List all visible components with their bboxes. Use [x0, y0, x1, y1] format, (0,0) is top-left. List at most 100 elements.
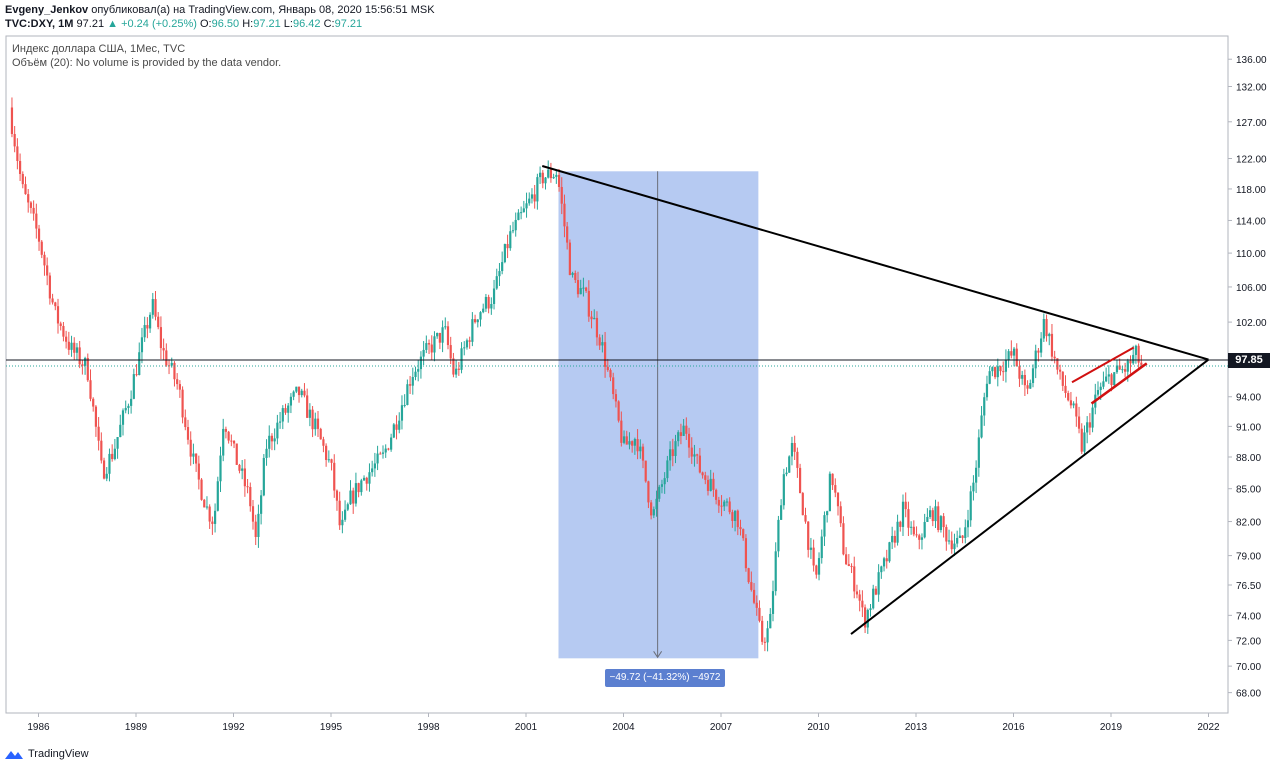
- candle-body: [387, 448, 390, 450]
- candle-body: [48, 275, 51, 299]
- candle-body: [311, 409, 314, 430]
- y-axis: 136.00 132.00 127.00 122.00 118.00 114.00 110.…: [1228, 55, 1267, 700]
- candle-body: [1099, 386, 1102, 391]
- candle-body: [113, 448, 116, 460]
- candle-body: [866, 609, 869, 628]
- candle-body: [40, 241, 43, 255]
- candle-body: [417, 369, 420, 372]
- candle-body: [622, 436, 626, 443]
- candle-body: [820, 536, 823, 559]
- candle-body: [983, 397, 986, 416]
- candle-body: [717, 499, 720, 506]
- candle-body: [1096, 390, 1100, 395]
- candle-body: [97, 426, 100, 441]
- candle-body: [208, 506, 211, 522]
- candle-body: [102, 460, 106, 479]
- candle-body: [893, 535, 896, 543]
- candle-body: [18, 160, 22, 175]
- measure-tool[interactable]: [558, 171, 759, 659]
- candle-body: [817, 558, 821, 575]
- candle-body: [346, 504, 349, 510]
- brand-name: TradingView: [28, 748, 89, 760]
- author-name[interactable]: Evgeny_Jenkov: [5, 4, 89, 16]
- candle-body: [720, 505, 723, 507]
- candle-body: [956, 537, 959, 544]
- candle-body: [306, 395, 309, 418]
- candle-body: [362, 477, 366, 481]
- candle-body: [826, 511, 829, 516]
- candle-body: [939, 516, 943, 531]
- y-tick-label: 68.00: [1236, 689, 1261, 700]
- candle-body: [205, 506, 209, 508]
- candle-body: [907, 509, 910, 528]
- candle-body: [874, 588, 878, 595]
- candle-body: [121, 410, 125, 425]
- candle-body: [809, 547, 813, 550]
- candle-body: [880, 566, 883, 573]
- candle-body: [319, 428, 322, 440]
- candle-body: [419, 356, 423, 370]
- candle-body: [1072, 403, 1075, 406]
- candle-body: [563, 203, 566, 227]
- candle-body: [687, 433, 691, 448]
- candle-body: [170, 362, 173, 366]
- candle-body: [333, 462, 336, 491]
- candle-body: [566, 226, 569, 243]
- candle-body: [157, 316, 160, 328]
- candle-body: [1045, 318, 1048, 337]
- candle-body: [59, 323, 62, 326]
- candle-body: [371, 468, 374, 473]
- candle-body: [647, 481, 650, 503]
- candle-body: [633, 439, 636, 446]
- candle-body: [365, 477, 368, 484]
- measure-arrow-icon: [653, 651, 663, 659]
- drawings[interactable]: [6, 165, 1228, 635]
- candle-body: [1121, 369, 1124, 371]
- candle-body: [620, 420, 623, 443]
- candle-body: [479, 312, 482, 320]
- candle-body: [872, 588, 875, 609]
- candle-body: [338, 500, 341, 526]
- candle-body: [449, 345, 452, 359]
- candle-body: [928, 510, 932, 517]
- footer-brand[interactable]: TradingView: [4, 748, 89, 760]
- candle-body: [1115, 365, 1119, 373]
- candle-body: [891, 535, 894, 543]
- candle-body: [1105, 376, 1108, 382]
- candle-body: [980, 415, 983, 438]
- y-tick-label: 127.00: [1236, 118, 1267, 129]
- candle-body: [612, 377, 615, 395]
- candle-body: [1018, 366, 1021, 379]
- candle-body: [985, 383, 989, 398]
- candle-body: [666, 460, 669, 479]
- candle-body: [595, 317, 599, 338]
- candle-body: [742, 529, 745, 539]
- candle-body: [557, 174, 561, 187]
- candle-body: [769, 613, 772, 629]
- candle-body: [1132, 354, 1135, 364]
- candle-body: [292, 391, 295, 397]
- candle-body: [533, 194, 536, 202]
- candle-body: [1048, 333, 1051, 337]
- candle-body: [658, 486, 661, 499]
- candle-body: [230, 440, 233, 442]
- candle-body: [1126, 360, 1129, 372]
- candle-body: [682, 425, 685, 436]
- candle-body: [696, 454, 699, 456]
- candle-body: [544, 177, 547, 184]
- candle-body: [1029, 383, 1032, 389]
- candle-body: [341, 519, 344, 526]
- candle-body: [636, 439, 639, 452]
- candle-body: [395, 424, 398, 430]
- candle-body: [1080, 428, 1083, 452]
- candle-body: [151, 299, 154, 315]
- candle-body: [593, 317, 596, 320]
- candle-body: [598, 337, 601, 346]
- candle-body: [463, 347, 466, 349]
- candle-body: [969, 491, 972, 521]
- candle-body: [165, 350, 168, 366]
- candle-body: [744, 538, 748, 569]
- candle-body: [715, 489, 718, 500]
- candle-body: [961, 535, 964, 538]
